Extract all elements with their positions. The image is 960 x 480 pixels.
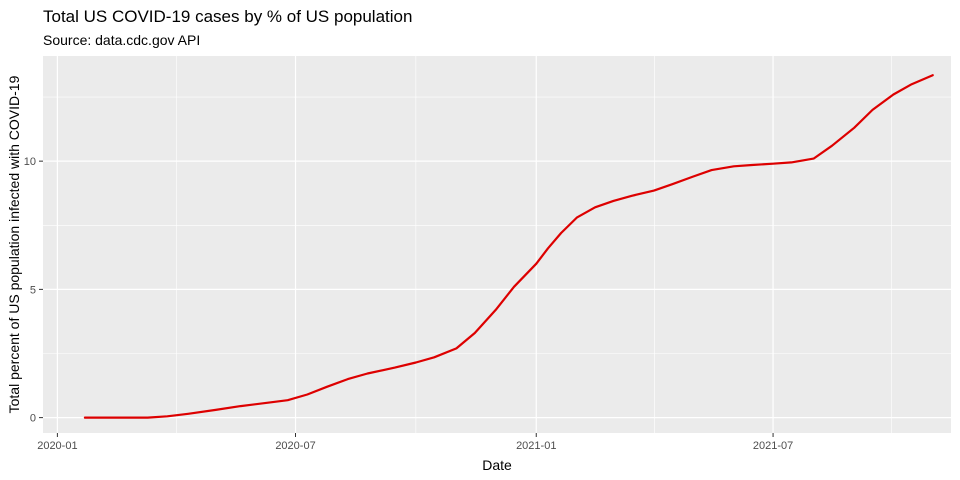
y-tick-label: 5 (30, 284, 36, 296)
y-tick-label: 10 (24, 156, 36, 168)
panel-background (43, 56, 951, 433)
x-tick-label: 2020-01 (37, 440, 77, 452)
y-axis-title: Total percent of US population infected … (6, 75, 22, 413)
chart-title: Total US COVID-19 cases by % of US popul… (43, 7, 413, 26)
x-axis-title: Date (482, 457, 512, 473)
series-line (83, 74, 934, 419)
y-tick-label: 0 (30, 413, 36, 425)
x-tick-label: 2021-07 (753, 440, 793, 452)
chart-subtitle: Source: data.cdc.gov API (43, 32, 201, 48)
x-tick-label: 2020-07 (275, 440, 315, 452)
x-tick-label: 2021-01 (516, 440, 556, 452)
